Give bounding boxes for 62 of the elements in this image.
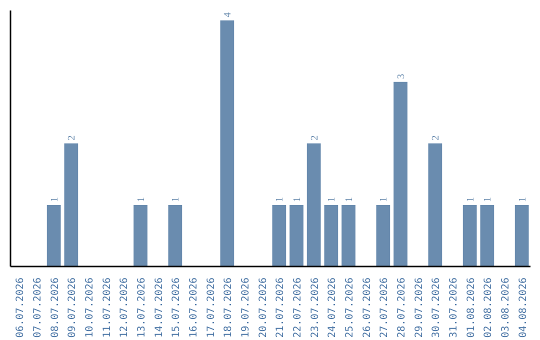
x-tick-label: 06.07.2026 xyxy=(15,277,26,338)
data-label: 1 xyxy=(482,196,494,202)
x-tick-label: 19.07.2026 xyxy=(240,277,252,338)
bar xyxy=(462,204,477,266)
x-tick-label: 13.07.2026 xyxy=(136,277,148,338)
x-tick-label: 03.08.2026 xyxy=(500,277,512,338)
bar xyxy=(324,204,338,266)
data-label: 1 xyxy=(136,196,147,202)
x-tick-label: 22.07.2026 xyxy=(292,277,304,338)
x-tick-label: 27.07.2026 xyxy=(379,277,390,338)
data-label: 1 xyxy=(465,196,476,202)
bar xyxy=(306,143,321,266)
x-tick-label: 07.07.2026 xyxy=(32,277,44,338)
x-tick-label: 12.07.2026 xyxy=(119,277,130,338)
data-label: 2 xyxy=(309,135,320,140)
bar xyxy=(428,143,442,266)
x-tick-label: 21.07.2026 xyxy=(275,277,286,338)
bar xyxy=(272,204,286,266)
data-label: 1 xyxy=(517,196,528,202)
bar xyxy=(134,204,148,266)
x-tick-label: 26.07.2026 xyxy=(362,277,373,338)
data-label: 1 xyxy=(49,196,60,202)
data-label: 1 xyxy=(274,196,286,202)
bar xyxy=(394,82,408,266)
data-label: 1 xyxy=(292,196,303,202)
bar xyxy=(514,204,529,266)
bar xyxy=(290,204,304,266)
data-label: 4 xyxy=(222,12,234,18)
data-label: 2 xyxy=(430,135,442,140)
x-tick-label: 28.07.2026 xyxy=(396,277,408,338)
x-tick-label: 02.08.2026 xyxy=(483,277,494,338)
bar xyxy=(376,204,390,266)
bar xyxy=(342,204,356,266)
data-label: 1 xyxy=(344,196,355,202)
bar xyxy=(168,204,182,266)
bar xyxy=(46,204,61,266)
bar xyxy=(220,20,234,266)
x-tick-label: 20.07.2026 xyxy=(258,277,269,338)
x-tick-label: 14.07.2026 xyxy=(154,277,165,338)
x-tick-label: 04.08.2026 xyxy=(518,277,529,338)
data-label: 3 xyxy=(396,74,407,79)
bar xyxy=(480,204,494,266)
x-tick-label: 29.07.2026 xyxy=(414,277,425,338)
x-tick-label: 11.07.2026 xyxy=(102,277,113,338)
data-label: 1 xyxy=(326,196,338,202)
data-label: 1 xyxy=(378,196,390,202)
bar xyxy=(64,143,78,266)
x-tick-label: 10.07.2026 xyxy=(84,277,96,338)
x-tick-label: 08.07.2026 xyxy=(50,277,61,338)
x-tick-label: 23.07.2026 xyxy=(310,277,321,338)
data-label: 1 xyxy=(170,196,182,202)
x-tick-label: 17.07.2026 xyxy=(206,277,217,338)
x-tick-label: 01.08.2026 xyxy=(466,277,477,338)
x-tick-label: 25.07.2026 xyxy=(344,277,356,338)
x-tick-label: 30.07.2026 xyxy=(431,277,442,338)
x-tick-label: 09.07.2026 xyxy=(67,277,78,338)
x-tick-label: 15.07.2026 xyxy=(171,277,182,338)
x-tick-label: 24.07.2026 xyxy=(327,277,338,338)
data-label: 2 xyxy=(66,135,78,140)
x-tick-label: 18.07.2026 xyxy=(223,277,234,338)
x-tick-label: 16.07.2026 xyxy=(188,277,200,338)
x-tick-label: 31.07.2026 xyxy=(448,277,460,338)
